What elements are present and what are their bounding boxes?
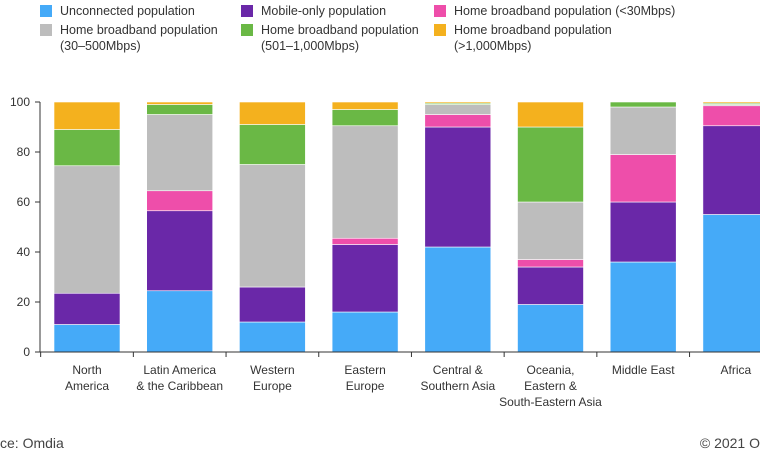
legend-label: Home broadband population (30–500Mbps) <box>60 23 218 53</box>
bar-segment <box>146 190 213 212</box>
bar-segment <box>53 165 121 294</box>
x-tick-label-line: Europe <box>253 379 292 393</box>
bar-segment <box>53 129 121 167</box>
x-tick-label-line: Eastern & <box>524 379 577 393</box>
x-tick-label-line: Europe <box>346 379 385 393</box>
bar-segment <box>702 101 760 104</box>
x-tick-label-line: Africa <box>721 363 752 377</box>
bar-segment <box>517 101 584 128</box>
bar-segment <box>609 261 677 353</box>
bar-segment <box>702 125 760 215</box>
bar-segment <box>331 244 399 313</box>
x-tick-label-line: Western <box>250 363 294 377</box>
bar-segment <box>146 290 213 353</box>
bar-segment <box>331 125 399 239</box>
x-tick-label: Western Europe <box>250 363 294 393</box>
legend-label: Home broadband population (>1,000Mbps) <box>454 23 612 53</box>
x-tick-label-line: Central & <box>433 363 483 377</box>
bar-segment <box>239 321 306 353</box>
bar-segment <box>609 154 677 203</box>
x-tick-label: North America <box>65 363 109 393</box>
bar-segment <box>53 324 121 353</box>
bar-segment <box>239 101 306 125</box>
bar-segment <box>331 109 399 127</box>
x-tick-label-line: America <box>65 379 109 393</box>
x-tick-label-line: South-Eastern Asia <box>499 395 602 409</box>
bar-segment <box>517 266 584 305</box>
x-tick-label-line: Eastern <box>344 363 385 377</box>
bar-segment <box>146 114 213 192</box>
x-tick-label-line: Oceania, <box>526 363 574 377</box>
y-tick-label: 100 <box>10 95 30 109</box>
bar-segment <box>331 237 399 245</box>
legend-item: Home broadband population (501–1,000Mbps… <box>241 22 419 54</box>
x-tick-label-line: Latin America <box>143 363 216 377</box>
y-axis: 0 20 40 60 80 100 <box>10 95 41 359</box>
copyright-note: © 2021 O <box>699 435 760 451</box>
legend-swatch <box>241 5 253 17</box>
x-tick-label: Africa <box>721 363 752 377</box>
bar-segment <box>517 201 584 260</box>
bar-segment <box>609 101 677 108</box>
legend-item: Home broadband population (30–500Mbps) <box>40 22 218 54</box>
legend-label: Home broadband population (501–1,000Mbps… <box>261 23 419 53</box>
bar-segment <box>702 105 760 127</box>
legend-label: Home broadband population (<30Mbps) <box>454 4 676 18</box>
x-tick-label-line: Middle East <box>612 363 675 377</box>
source-note: ce: Omdia <box>0 435 64 451</box>
bar-segment <box>424 101 492 104</box>
x-tick-label: Central & Southern Asia <box>420 363 495 393</box>
bar-segment <box>424 126 492 248</box>
legend-item: Home broadband population (<30Mbps) <box>434 3 675 19</box>
bar-segment <box>146 104 213 115</box>
legend-swatch <box>40 24 52 36</box>
bar-segment <box>146 101 213 105</box>
x-tick-label-line: & the Caribbean <box>136 379 223 393</box>
y-tick-label: 40 <box>17 245 31 259</box>
bar-segment <box>702 214 760 353</box>
bar-segment <box>239 286 306 323</box>
legend-swatch <box>241 24 253 36</box>
stacked-bar-chart: 0 20 40 60 80 100 North America Latin America & … <box>10 95 760 409</box>
bar-segment <box>331 101 399 110</box>
bar-segment <box>331 311 399 353</box>
x-tick-label: Middle East <box>612 363 675 377</box>
y-tick-label: 0 <box>23 345 30 359</box>
legend-item: Unconnected population <box>40 3 195 19</box>
legend-item: Home broadband population (>1,000Mbps) <box>434 22 612 54</box>
x-tick-label-line: Southern Asia <box>420 379 495 393</box>
legend-item: Mobile-only population <box>241 3 386 19</box>
bar-segment <box>609 201 677 263</box>
bar-segment <box>53 292 121 325</box>
bar-segment <box>424 246 492 353</box>
bar-segment <box>517 259 584 268</box>
legend-label: Mobile-only population <box>261 4 387 18</box>
x-axis: North America Latin America & the Caribbean… <box>40 351 760 409</box>
x-tick-label: Eastern Europe <box>344 363 385 393</box>
bar-segment <box>609 106 677 155</box>
chart-legend: Unconnected population Mobile-only popula… <box>0 0 760 80</box>
bar-segment <box>517 126 584 203</box>
legend-swatch <box>40 5 52 17</box>
bar-segment <box>146 210 213 292</box>
legend-swatch <box>434 24 446 36</box>
bar-segment <box>424 104 492 115</box>
y-tick-label: 60 <box>17 195 31 209</box>
bar-segment <box>53 101 121 130</box>
x-tick-label: Latin America & the Caribbean <box>136 363 223 393</box>
y-tick-label: 20 <box>17 295 31 309</box>
bar-segment <box>424 114 492 128</box>
legend-label: Unconnected population <box>60 4 195 18</box>
legend-swatch <box>434 5 446 17</box>
y-tick-label: 80 <box>17 145 31 159</box>
x-tick-label: Oceania, Eastern & South-Eastern Asia <box>499 363 602 409</box>
x-tick-label-line: North <box>72 363 101 377</box>
bar-segment <box>239 124 306 165</box>
bar-segment <box>517 304 584 353</box>
bar-segment <box>239 164 306 288</box>
bars <box>53 101 760 353</box>
